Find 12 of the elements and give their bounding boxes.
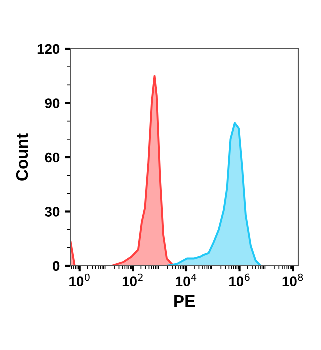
x-tick-label: 10$^{6}$ [230,274,250,287]
x-tick-label: 10$^{2}$ [122,274,143,287]
x-tick-label: 10$^{4}$ [176,274,197,287]
y-tick-label: 120 [38,44,60,54]
y-axis-title: Count [16,134,28,181]
x-tick-label: 10$^{8}$ [282,274,304,287]
y-tick-label: 0 [53,261,60,272]
x-tick-label: 10$^{0}$ [70,274,90,287]
x-axis-title: PE [174,296,196,307]
y-tick-label: 90 [45,98,60,108]
y-tick-label: 60 [45,152,60,163]
y-tick-label: 30 [45,207,60,217]
